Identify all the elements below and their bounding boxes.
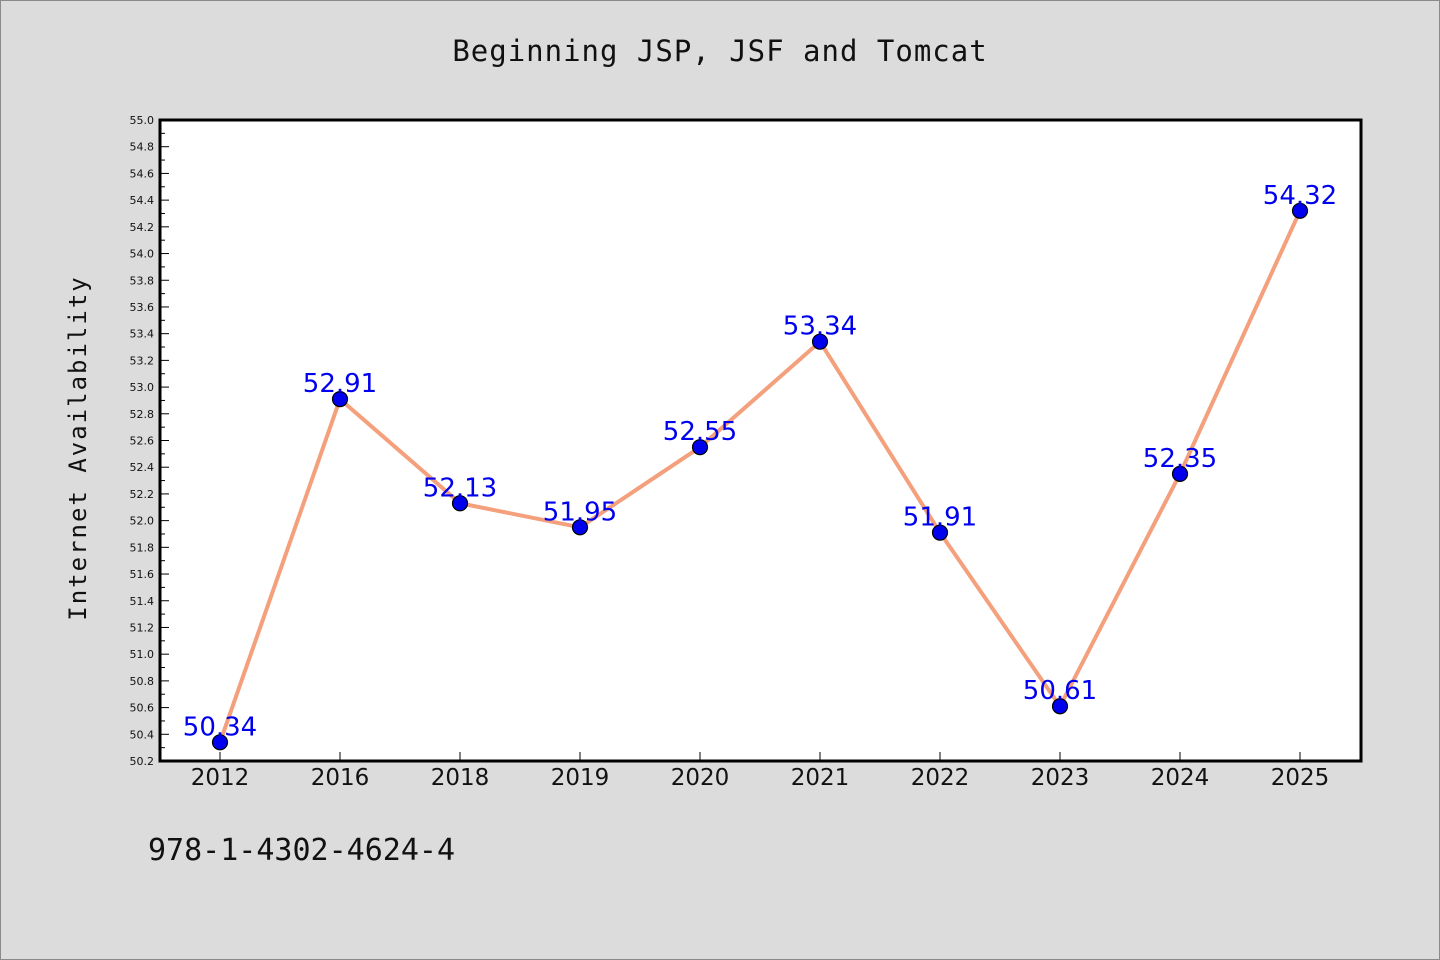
y-tick-label: 51.2 bbox=[130, 621, 155, 634]
y-tick-label: 53.2 bbox=[130, 354, 155, 367]
x-tick-label: 2023 bbox=[1031, 765, 1090, 791]
y-tick-label: 53.8 bbox=[130, 274, 155, 287]
plot-area bbox=[158, 118, 1363, 763]
data-point bbox=[571, 519, 589, 536]
x-tick-label: 2020 bbox=[671, 765, 730, 791]
y-tick-label: 50.6 bbox=[130, 702, 155, 715]
data-label: 52.35 bbox=[1143, 444, 1217, 474]
y-tick-label: 52.8 bbox=[130, 408, 155, 421]
y-tick-label: 50.8 bbox=[130, 675, 155, 688]
data-point bbox=[1051, 698, 1069, 715]
y-tick-label: 54.2 bbox=[130, 221, 155, 234]
data-point bbox=[211, 734, 229, 751]
y-axis-ticks: 50.2 50.4 50.6 50.8 51.0 51.2 51.4 51.6 51.8 52.0… bbox=[130, 114, 169, 768]
y-tick-label: 52.6 bbox=[130, 435, 155, 448]
data-markers bbox=[211, 202, 1309, 751]
y-tick-label: 54.8 bbox=[130, 141, 155, 154]
y-tick-label: 51.8 bbox=[130, 541, 155, 554]
data-point bbox=[931, 524, 949, 541]
data-point bbox=[1291, 202, 1309, 219]
y-tick-label: 54.0 bbox=[130, 248, 155, 261]
chart-title: Beginning JSP, JSF and Tomcat bbox=[452, 34, 988, 68]
data-point bbox=[331, 391, 349, 408]
x-tick-label: 2021 bbox=[791, 765, 850, 791]
y-tick-label: 52.4 bbox=[130, 461, 155, 474]
isbn-footer: 978-1-4302-4624-4 bbox=[148, 833, 456, 868]
y-tick-label: 50.2 bbox=[130, 755, 155, 768]
x-axis-ticks: 2012 2016 2018 2019 2020 2021 2022 2023 2024 2025 bbox=[191, 752, 1330, 791]
x-tick-label: 2018 bbox=[431, 765, 490, 791]
y-tick-label: 50.4 bbox=[130, 728, 155, 741]
y-tick-label: 53.0 bbox=[130, 381, 155, 394]
x-tick-label: 2016 bbox=[311, 765, 370, 791]
y-tick-label: 54.4 bbox=[130, 194, 155, 207]
y-tick-label: 55.0 bbox=[130, 114, 155, 127]
x-tick-label: 2019 bbox=[551, 765, 610, 791]
data-point bbox=[691, 439, 709, 456]
data-point bbox=[451, 495, 469, 512]
series-line bbox=[218, 209, 1302, 743]
data-label: 51.95 bbox=[543, 497, 617, 527]
x-tick-label: 2025 bbox=[1271, 765, 1330, 791]
y-axis-label: Internet Availability bbox=[64, 275, 92, 620]
data-label: 54.32 bbox=[1263, 181, 1337, 211]
data-label: 52.91 bbox=[303, 369, 377, 399]
y-tick-label: 53.6 bbox=[130, 301, 155, 314]
data-label: 50.61 bbox=[1023, 676, 1097, 706]
x-tick-label: 2022 bbox=[911, 765, 970, 791]
data-label: 52.13 bbox=[423, 473, 497, 503]
y-tick-label: 52.0 bbox=[130, 515, 155, 528]
data-label: 51.91 bbox=[903, 503, 977, 533]
y-tick-label: 51.4 bbox=[130, 595, 155, 608]
data-label: 53.34 bbox=[783, 312, 857, 342]
data-labels: 50.34 52.91 52.13 51.95 52.55 53.34 51.91 50.61… bbox=[183, 181, 1337, 742]
y-tick-label: 53.4 bbox=[130, 328, 155, 341]
x-tick-label: 2024 bbox=[1151, 765, 1210, 791]
x-tick-label: 2012 bbox=[191, 765, 250, 791]
data-point bbox=[811, 333, 829, 350]
y-tick-label: 54.6 bbox=[130, 167, 155, 180]
data-point bbox=[1171, 465, 1189, 482]
y-tick-label: 51.6 bbox=[130, 568, 155, 581]
y-tick-label: 52.2 bbox=[130, 488, 155, 501]
series-polyline bbox=[218, 209, 1302, 743]
y-tick-label: 51.0 bbox=[130, 648, 155, 661]
data-label: 50.34 bbox=[183, 712, 257, 742]
data-label: 52.55 bbox=[663, 417, 737, 447]
